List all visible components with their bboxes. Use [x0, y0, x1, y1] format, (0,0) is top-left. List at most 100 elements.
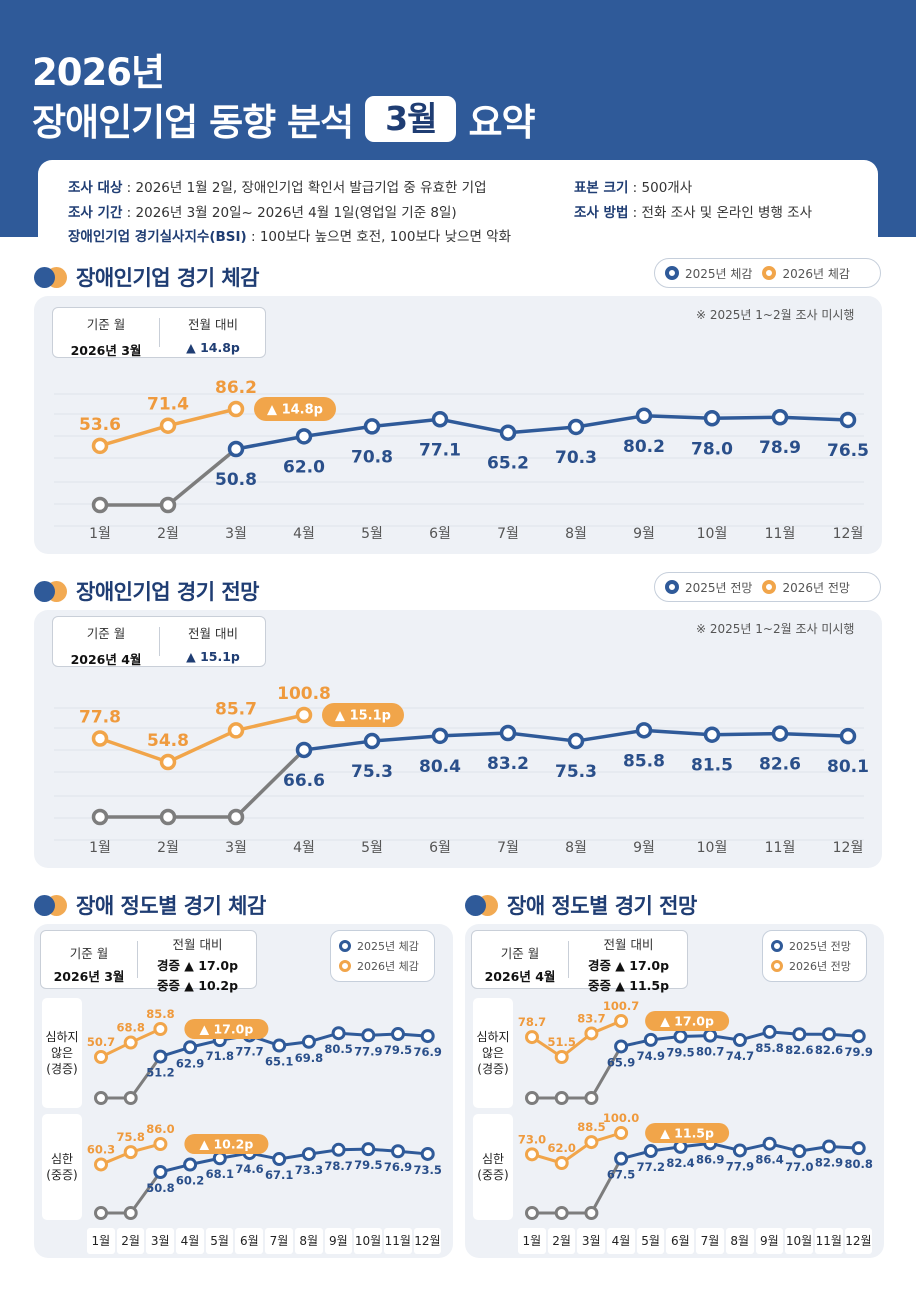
data-point-2025	[792, 1144, 807, 1159]
series-line-placeholder	[532, 1045, 623, 1100]
page-title: 장애인기업 동향 분석 3월 요약	[32, 92, 536, 146]
month-tick-label: 3월	[146, 1228, 175, 1254]
data-point-placeholder	[525, 1091, 539, 1105]
data-label-2025: 80.7	[696, 1045, 724, 1059]
month-tick-label: 2월	[547, 1228, 576, 1254]
data-label-2025: 82.6	[759, 755, 801, 775]
data-label-2026: 60.3	[87, 1142, 115, 1156]
data-label-2026: 100.7	[603, 999, 639, 1013]
data-point-2025	[272, 1152, 287, 1167]
data-point-2026	[123, 1035, 138, 1050]
month-tick-label: 4월	[293, 840, 315, 856]
data-label-2025: 71.8	[206, 1049, 234, 1063]
data-point-placeholder	[94, 1091, 108, 1105]
data-point-2025	[673, 1029, 688, 1044]
data-label-2025: 75.3	[555, 762, 597, 782]
data-point-2026	[525, 1147, 539, 1162]
data-point-placeholder	[91, 808, 109, 826]
data-label-2026: 85.8	[146, 1007, 174, 1021]
month-tick-label: 10월	[785, 1228, 813, 1254]
month-tick-label: 9월	[755, 1228, 784, 1254]
data-point-2025	[153, 1049, 168, 1064]
data-label-2025: 77.0	[785, 1160, 813, 1174]
legend-label: 2025년 전망	[789, 940, 851, 953]
month-tick-label: 10월	[697, 840, 728, 856]
month-tick-label: 8월	[725, 1228, 754, 1254]
data-label-2025: 77.9	[354, 1044, 382, 1058]
legend-item-2026: 2026년 체감	[762, 265, 850, 282]
data-point-2026	[227, 400, 245, 418]
data-point-2026	[153, 1022, 168, 1036]
data-label-2026: 100.0	[603, 1111, 639, 1125]
data-label-2025: 69.8	[295, 1051, 323, 1065]
data-point-2025	[183, 1157, 198, 1172]
data-label-2025: 78.7	[324, 1159, 352, 1173]
data-point-2025	[851, 1029, 866, 1044]
data-label-2025: 74.7	[726, 1049, 754, 1063]
data-label-2026: 78.7	[518, 1015, 546, 1029]
data-label-2026: 68.8	[117, 1021, 145, 1035]
section-dots-icon	[34, 266, 68, 288]
data-point-2025	[792, 1027, 807, 1042]
data-point-2025	[331, 1142, 346, 1157]
data-point-2026	[91, 730, 109, 747]
data-point-2025	[212, 1151, 227, 1166]
legend-item-2026: 2026년 체감	[339, 958, 419, 974]
data-point-2025	[703, 1028, 718, 1043]
diff-label: 전월 대비	[188, 626, 238, 641]
data-point-2025	[331, 1026, 346, 1041]
data-point-2025	[295, 741, 313, 759]
data-point-2025	[614, 1151, 629, 1166]
info-sample-value: : 500개사	[628, 180, 693, 196]
month-tick-label: 9월	[633, 840, 655, 856]
change-badge	[645, 1011, 730, 1031]
month-tick-label: 1월	[89, 840, 111, 856]
month-tick-label: 8월	[565, 840, 587, 856]
info-bsi: 장애인기업 경기실사지수(BSI) : 100보다 높으면 호전, 100보다 …	[68, 225, 511, 245]
data-point-2025	[361, 1028, 376, 1043]
data-label-2025: 82.9	[815, 1156, 843, 1170]
survey-note: ※ 2025년 1~2월 조사 미시행	[696, 308, 855, 322]
data-point-2026	[554, 1050, 569, 1064]
data-point-2025	[771, 725, 789, 742]
data-point-2025	[361, 1142, 376, 1157]
series-line-2025	[160, 1147, 428, 1174]
data-label-2025: 82.6	[815, 1043, 843, 1057]
data-label-2025: 86.4	[755, 1153, 783, 1167]
series-line-2026	[531, 1019, 622, 1059]
month-tick-label: 10월	[354, 1228, 382, 1254]
data-label-2026: 73.0	[518, 1132, 546, 1146]
data-point-2026	[94, 1157, 108, 1172]
legend-item-2025: 2025년 전망	[665, 579, 752, 596]
data-point-placeholder	[159, 808, 177, 826]
data-point-2025	[703, 726, 721, 743]
data-point-2025	[431, 411, 449, 428]
row-label-mild: 심하지 않은 (경증)	[42, 998, 82, 1108]
month-tick-label: 2월	[157, 526, 179, 542]
data-point-2025	[822, 1139, 836, 1154]
section-dots-icon	[34, 580, 68, 602]
data-point-2025	[673, 1139, 688, 1154]
base-month-label: 기준 월	[500, 946, 540, 961]
data-point-2025	[153, 1165, 168, 1179]
month-tick-label: 12월	[833, 840, 864, 856]
orange-ring-icon	[762, 266, 777, 280]
data-point-2026	[153, 1137, 168, 1151]
info-bsi-value: : 100보다 높으면 호전, 100보다 낮으면 악화	[246, 229, 511, 245]
month-tick-label: 8월	[565, 526, 587, 542]
month-tick-label: 11월	[765, 840, 796, 856]
navy-ring-icon	[771, 940, 783, 952]
data-point-2026	[94, 1050, 108, 1064]
data-label-2026: 53.6	[79, 415, 121, 435]
change-badge-label: ▲ 14.8p	[267, 403, 323, 418]
month-tick-label: 5월	[361, 840, 383, 856]
month-tick-label: 10월	[697, 526, 728, 542]
data-label-2025: 73.5	[414, 1163, 442, 1177]
series-line-2026	[99, 713, 305, 764]
data-label-2026: 83.7	[577, 1011, 605, 1025]
month-tick-label: 11월	[383, 1228, 412, 1254]
change-badge	[645, 1123, 730, 1143]
data-label-2025: 80.4	[419, 757, 461, 777]
data-point-2025	[643, 1144, 658, 1158]
change-badge-label: ▲ 17.0p	[200, 1022, 254, 1037]
